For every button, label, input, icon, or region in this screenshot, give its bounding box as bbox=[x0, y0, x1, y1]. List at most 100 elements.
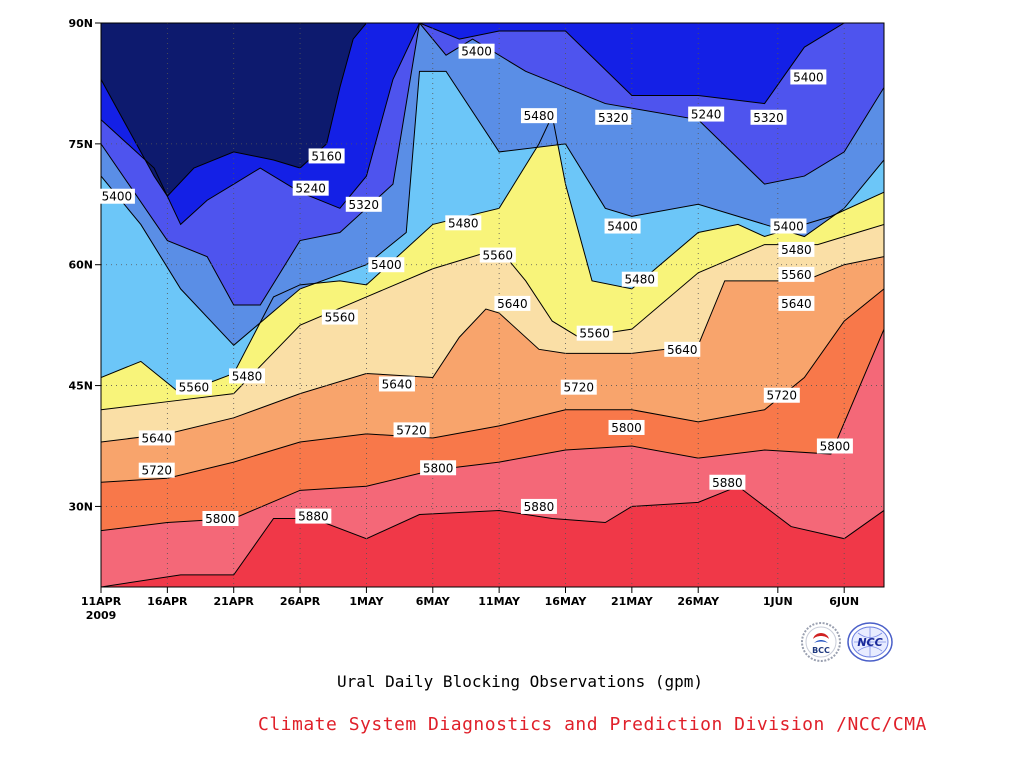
contour-label-bg bbox=[816, 438, 853, 454]
contour-label-text: 5640 bbox=[667, 343, 698, 357]
plot-frame bbox=[100, 22, 885, 588]
contour-label: 5400 bbox=[790, 69, 827, 85]
contour-line-5160 bbox=[101, 23, 367, 198]
contour-label-text: 5560 bbox=[781, 268, 812, 282]
contour-label-bg bbox=[604, 218, 641, 234]
contour-label-bg bbox=[595, 109, 632, 125]
contour-label-bg bbox=[664, 341, 701, 357]
contour-label: 5400 bbox=[368, 257, 405, 273]
contour-label: 5720 bbox=[393, 422, 430, 438]
contour-label-bg bbox=[576, 325, 613, 341]
contour-label: 5640 bbox=[138, 430, 175, 446]
contour-label-text: 5560 bbox=[179, 381, 210, 395]
contour-label-text: 5880 bbox=[298, 510, 329, 524]
contour-label-text: 5480 bbox=[448, 216, 479, 230]
x-tick-label: 11MAY bbox=[478, 595, 521, 608]
contour-label: 5160 bbox=[308, 148, 345, 164]
contour-label-bg bbox=[345, 196, 382, 212]
contour-label-bg bbox=[770, 218, 807, 234]
contour-label-bg bbox=[378, 376, 415, 392]
contour-label-bg bbox=[420, 460, 457, 476]
contour-label-text: 5720 bbox=[563, 381, 594, 395]
contour-label-bg bbox=[688, 106, 725, 122]
contour-label: 5880 bbox=[295, 508, 332, 524]
contour-label-text: 5400 bbox=[461, 45, 492, 59]
contour-label: 5560 bbox=[576, 325, 613, 341]
contour-label-bg bbox=[175, 379, 212, 395]
contour-label-text: 5640 bbox=[382, 377, 413, 391]
contour-label: 5800 bbox=[608, 419, 645, 435]
y-tick-label: 90N bbox=[68, 17, 93, 30]
contour-label: 5480 bbox=[778, 241, 815, 257]
contour-line-5720 bbox=[101, 288, 884, 483]
contour-label-text: 5400 bbox=[607, 220, 638, 234]
ncc-logo-text: NCC bbox=[857, 636, 882, 649]
contour-label: 5640 bbox=[778, 295, 815, 311]
contour-line-5320 bbox=[101, 23, 884, 306]
x-tick-year: 2009 bbox=[86, 609, 117, 622]
contour-label-bg bbox=[321, 309, 358, 325]
contour-label-bg bbox=[790, 69, 827, 85]
y-axis: 30N 45N 60N 75N 90N bbox=[68, 17, 101, 513]
contour-label: 5800 bbox=[816, 438, 853, 454]
contour-label: 5560 bbox=[778, 266, 815, 282]
contour-label-bg bbox=[520, 498, 557, 514]
x-tick-label: 26APR bbox=[280, 595, 321, 608]
bcc-logo-text: BCC bbox=[812, 646, 830, 655]
contour-label-text: 5480 bbox=[232, 369, 263, 383]
contour-label: 5800 bbox=[420, 460, 457, 476]
contour-label-text: 5480 bbox=[781, 243, 812, 257]
contour-label-text: 5400 bbox=[102, 190, 133, 204]
contour-label: 5640 bbox=[378, 376, 415, 392]
contour-label-text: 5240 bbox=[295, 182, 326, 196]
band-below-5160 bbox=[101, 23, 884, 197]
contour-label-text: 5400 bbox=[793, 70, 824, 84]
x-tick-label: 16APR bbox=[147, 595, 188, 608]
y-tick-label: 75N bbox=[68, 138, 93, 151]
contour-label-bg bbox=[295, 508, 332, 524]
x-tick-label: 1JUN bbox=[763, 595, 793, 608]
x-tick-label: 11APR bbox=[81, 595, 122, 608]
contour-label-text: 5800 bbox=[820, 440, 851, 454]
y-tick-label: 30N bbox=[68, 500, 93, 513]
contour-line-5640 bbox=[101, 256, 884, 443]
contour-label: 5560 bbox=[479, 247, 516, 263]
contour-line-5240 bbox=[101, 23, 884, 226]
contour-label: 5720 bbox=[763, 387, 800, 403]
contour-label-bg bbox=[778, 295, 815, 311]
contour-label-text: 5800 bbox=[611, 421, 642, 435]
y-tick-label: 45N bbox=[68, 380, 93, 393]
contour-label-text: 5480 bbox=[524, 109, 555, 123]
contour-line-5480 bbox=[101, 114, 884, 395]
contour-label-text: 5640 bbox=[497, 297, 528, 311]
contour-labels: 5160 5240 5320 5400 5400 5400 5480 5320 5240 5320… bbox=[98, 43, 853, 527]
contour-label: 5400 bbox=[770, 218, 807, 234]
contour-label: 5320 bbox=[595, 109, 632, 125]
credit-text: Climate System Diagnostics and Predictio… bbox=[258, 714, 927, 735]
x-tick-label: 6MAY bbox=[416, 595, 451, 608]
contour-label: 5480 bbox=[228, 368, 265, 384]
x-tick-label: 21MAY bbox=[611, 595, 654, 608]
contour-label-bg bbox=[709, 474, 746, 490]
contour-label: 5640 bbox=[664, 341, 701, 357]
contour-label-bg bbox=[292, 180, 329, 196]
contour-label: 5720 bbox=[138, 462, 175, 478]
contour-label: 5400 bbox=[458, 43, 495, 59]
contour-label-bg bbox=[393, 422, 430, 438]
contour-label-text: 5320 bbox=[753, 111, 784, 125]
contour-label-text: 5160 bbox=[311, 149, 342, 163]
contour-label-bg bbox=[778, 266, 815, 282]
contour-chart: 5160 5240 5320 5400 5400 5400 5480 5320 5240 5320… bbox=[68, 17, 885, 622]
contour-label: 5800 bbox=[202, 511, 239, 527]
contour-label: 5240 bbox=[688, 106, 725, 122]
contour-label-bg bbox=[308, 148, 345, 164]
contour-label: 5320 bbox=[345, 196, 382, 212]
contour-lines bbox=[101, 23, 884, 587]
contour-label-text: 5720 bbox=[396, 423, 427, 437]
contour-label-text: 5480 bbox=[625, 273, 656, 287]
contour-label-bg bbox=[494, 295, 531, 311]
ncc-logo: NCC bbox=[847, 622, 893, 662]
contour-label-bg bbox=[621, 271, 658, 287]
contour-label-bg bbox=[445, 215, 482, 231]
